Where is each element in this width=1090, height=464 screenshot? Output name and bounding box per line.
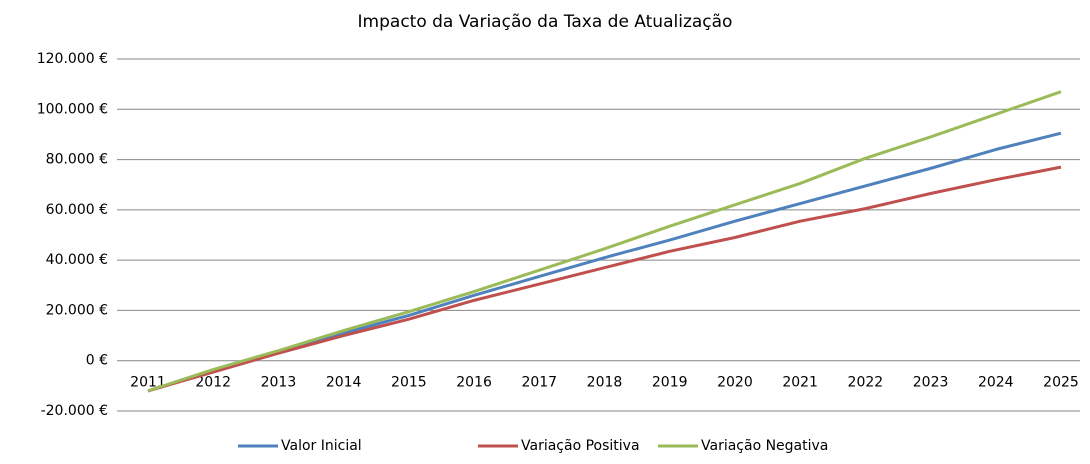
y-tick-label: 80.000 € (46, 152, 108, 168)
x-tick-label: 2017 (521, 375, 557, 391)
x-tick-label: 2014 (326, 375, 362, 391)
x-tick-label: 2022 (848, 375, 884, 391)
y-tick-label: 120.000 € (37, 51, 108, 67)
series-line (147, 90, 1062, 393)
legend-label: Variação Negativa (701, 438, 828, 454)
x-tick-label: 2015 (391, 375, 427, 391)
legend-label: Valor Inicial (281, 438, 362, 454)
y-tick-label: 40.000 € (46, 252, 108, 268)
x-tick-label: 2019 (652, 375, 688, 391)
y-tick-label: 100.000 € (37, 101, 108, 117)
x-tick-label: 2018 (587, 375, 623, 391)
chart-title: Impacto da Variação da Taxa de Atualizaç… (358, 12, 733, 32)
x-tick-label: 2020 (717, 375, 753, 391)
y-tick-label: 60.000 € (46, 202, 108, 218)
series-line (147, 131, 1062, 393)
x-tick-label: 2024 (978, 375, 1014, 391)
series-line (147, 165, 1062, 393)
y-tick-label: -20.000 € (41, 403, 108, 419)
x-tick-label: 2012 (195, 375, 231, 391)
legend-label: Variação Positiva (521, 438, 640, 454)
x-tick-label: 2025 (1043, 375, 1079, 391)
y-tick-label: 0 € (86, 353, 108, 369)
x-tick-label: 2023 (913, 375, 949, 391)
y-tick-label: 20.000 € (46, 302, 108, 318)
x-tick-label: 2021 (782, 375, 818, 391)
x-tick-label: 2013 (261, 375, 297, 391)
x-tick-label: 2016 (456, 375, 492, 391)
